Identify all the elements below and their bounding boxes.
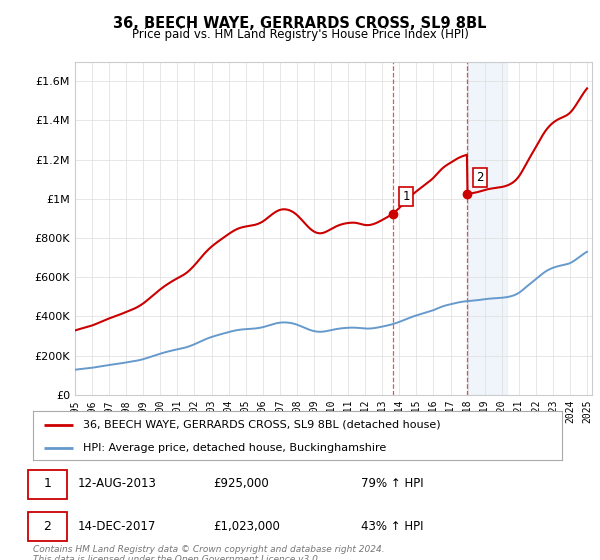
Text: Price paid vs. HM Land Registry's House Price Index (HPI): Price paid vs. HM Land Registry's House …	[131, 28, 469, 41]
Text: 36, BEECH WAYE, GERRARDS CROSS, SL9 8BL: 36, BEECH WAYE, GERRARDS CROSS, SL9 8BL	[113, 16, 487, 31]
FancyBboxPatch shape	[28, 512, 67, 542]
Text: Contains HM Land Registry data © Crown copyright and database right 2024.
This d: Contains HM Land Registry data © Crown c…	[33, 545, 385, 560]
Text: 2: 2	[476, 171, 484, 184]
Text: 1: 1	[402, 190, 410, 203]
Text: 1: 1	[44, 477, 52, 491]
FancyBboxPatch shape	[28, 469, 67, 499]
Text: 14-DEC-2017: 14-DEC-2017	[78, 520, 157, 533]
Text: 36, BEECH WAYE, GERRARDS CROSS, SL9 8BL (detached house): 36, BEECH WAYE, GERRARDS CROSS, SL9 8BL …	[83, 420, 441, 430]
Text: HPI: Average price, detached house, Buckinghamshire: HPI: Average price, detached house, Buck…	[83, 443, 386, 453]
Bar	[467, 62, 507, 395]
Text: 2: 2	[44, 520, 52, 533]
Text: £925,000: £925,000	[213, 477, 269, 491]
Text: 79% ↑ HPI: 79% ↑ HPI	[361, 477, 424, 491]
Text: 12-AUG-2013: 12-AUG-2013	[78, 477, 157, 491]
Text: £1,023,000: £1,023,000	[213, 520, 280, 533]
Text: 43% ↑ HPI: 43% ↑ HPI	[361, 520, 424, 533]
